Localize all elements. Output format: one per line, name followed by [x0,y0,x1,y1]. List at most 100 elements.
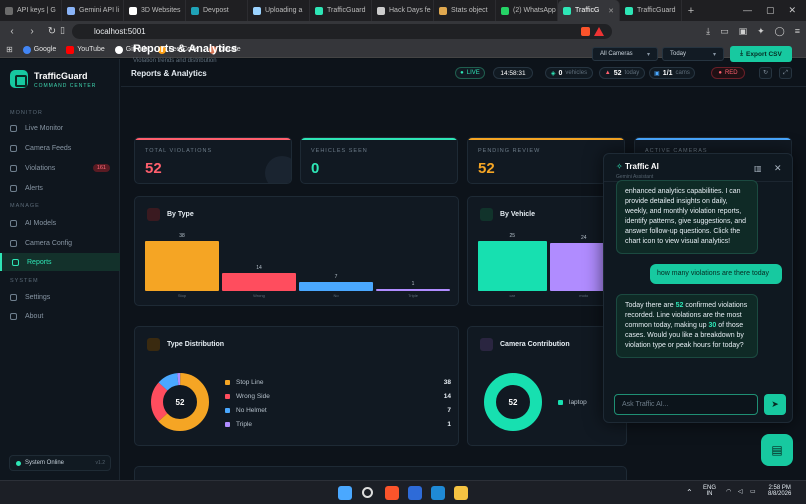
chat-input[interactable]: Ask Traffic AI... [614,394,758,415]
date-filter-select[interactable]: Today [662,47,724,61]
section-system: SYSTEM [10,278,39,284]
file-explorer-icon[interactable] [454,486,468,500]
battery-icon[interactable]: ▭ [750,489,756,495]
threat-level-badge[interactable]: ● RED [711,67,745,79]
leo-icon[interactable]: ✦ [757,26,765,36]
brave-rewards-icon[interactable] [594,27,604,36]
page-subtitle: Violation trends and distribution [133,58,217,64]
section-manage: MANAGE [10,203,40,209]
browser-tab[interactable]: TrafficG ✕ [558,0,620,21]
sidebar-item-ai-models[interactable]: AI Models [0,214,120,232]
browser-tab[interactable]: (2) WhatsApp [496,0,558,21]
tab-favicon-icon [315,6,323,15]
sidebar-item-reports[interactable]: Reports [0,253,120,271]
bar-category-label: Stop [177,293,187,298]
system-status: System Online v1.2 [9,455,111,471]
profile-icon[interactable]: ◯ [774,26,785,36]
sidebar-toggle-icon[interactable]: ▭ [720,26,729,36]
sidebar-item-violations[interactable]: Violations 161 [0,159,120,177]
tray-chevron-icon[interactable]: ⌃ [686,488,693,497]
sidebar-item-camera-feeds[interactable]: Camera Feeds [0,139,120,157]
stat-card-total: TOTAL VIOLATIONS 52 [134,137,292,184]
browser-tab[interactable]: Stats object [434,0,496,21]
address-bar: ‹ › ↻ ▯ localhost:5001 ⤓ ▭ ▣ ✦ ◯ ≡ [0,21,806,42]
sidebar-item-live-monitor[interactable]: Live Monitor [0,119,120,137]
search-icon[interactable] [362,487,373,498]
url-input[interactable]: ▯ localhost:5001 [60,24,612,39]
bot-message: enhanced analytics capabilities. I can p… [616,180,758,254]
apps-icon[interactable]: ⊞ [6,45,13,54]
browser-tab[interactable]: Hack Days fe [372,0,434,21]
tab-favicon-icon [191,6,199,15]
reload-icon[interactable]: ↻ [47,26,57,37]
close-tab-icon[interactable]: ✕ [608,7,614,15]
browser-tab[interactable]: 3D Websites [124,0,186,21]
minimize-icon[interactable]: — [742,5,752,15]
sidebar-item-settings[interactable]: Settings [0,288,120,306]
arc-taskbar-icon[interactable] [408,486,422,500]
browser-tab[interactable]: Uploading a [248,0,310,21]
volume-icon[interactable]: ◁ [738,489,743,495]
bookmark-icon[interactable]: ▯ [60,25,65,35]
tab-favicon-icon [253,6,261,15]
tab-favicon-icon [377,6,385,15]
menu-icon[interactable]: ≡ [794,26,800,36]
fullscreen-icon[interactable]: ⤢ [779,67,792,79]
trafficguard-logo-icon [10,70,28,88]
chart-by-type: By Type 38 Stop 14 Wrong 7 No 1 Triple [134,196,459,306]
camera-status-icon: ▣ [654,70,660,77]
forward-icon[interactable]: › [30,26,34,37]
bookmark-github[interactable]: GitHub [114,45,148,54]
chat-toggle-button[interactable]: ▤ [761,434,793,466]
new-tab-icon[interactable]: + [687,4,695,17]
claude-icon [208,45,217,54]
export-csv-button[interactable]: ⤓ Export CSV [730,46,792,62]
chat-subtitle: Gemini Assistant [616,174,654,180]
browser-tab[interactable]: Devpost [186,0,248,21]
brand-name: TrafficGuard [34,71,88,81]
browser-tab[interactable]: API keys | G [0,0,62,21]
analytics-chart-icon[interactable]: ▥ [754,164,762,173]
windows-start-icon[interactable] [338,486,352,500]
close-icon[interactable]: ✕ [774,163,782,173]
send-button[interactable]: ➤ [764,394,786,415]
tab-favicon-icon [129,6,137,15]
pie-chart-icon [147,338,160,351]
sidebar-item-camera-config[interactable]: Camera Config [0,234,120,252]
download-icon[interactable]: ⤓ [706,26,711,36]
bookmark-youtube[interactable]: YouTube [66,45,105,54]
browser-tab[interactable]: TrafficGuard [620,0,682,21]
bookmark-claude[interactable]: claude [208,45,241,54]
windows-taskbar: ⌃ ENG IN ◠ ◁ ▭ 2:58 PM 8/8/2026 [0,480,806,504]
vehicles-counter: ◈ 0 vehicles [545,67,593,79]
legend-laptop: laptop [558,399,618,406]
bookmark-leetcode[interactable]: LeetCode [157,45,199,54]
sidebar-item-alerts[interactable]: Alerts [0,179,120,197]
slice-laptop [484,373,542,431]
alert-icon: ▲ [604,70,611,76]
bookmark-google[interactable]: Google [22,45,56,54]
close-window-icon[interactable]: ✕ [788,5,796,15]
back-icon[interactable]: ‹ [10,26,14,37]
wallet-icon[interactable]: ▣ [738,26,748,36]
user-message: how many violations are there today [650,264,782,284]
refresh-icon[interactable]: ↻ [759,67,772,79]
warning-icon [10,164,17,172]
wifi-icon[interactable]: ◠ [726,489,732,495]
bar-value-label: 1 [411,281,415,287]
status-dot-icon [16,460,21,466]
clock-tray[interactable]: 2:58 PM 8/8/2026 [768,485,792,497]
brave-shield-icon[interactable] [581,27,590,36]
browser-tab[interactable]: TrafficGuard [310,0,372,21]
camera-filter-select[interactable]: All Cameras [592,47,658,61]
language-indicator[interactable]: ENG IN [703,485,717,497]
bar-value-label: 7 [334,273,338,280]
section-monitor: MONITOR [10,110,43,116]
tab-favicon-icon [563,6,571,15]
browser-tab[interactable]: Gemini API li [62,0,124,21]
vscode-taskbar-icon[interactable] [431,486,445,500]
brave-taskbar-icon[interactable] [385,486,399,500]
traffic-ai-chat: ✧ Traffic AI Gemini Assistant ▥ ✕ enhanc… [603,153,793,423]
maximize-icon[interactable]: ▢ [765,5,775,15]
sidebar-item-about[interactable]: About [0,307,120,325]
